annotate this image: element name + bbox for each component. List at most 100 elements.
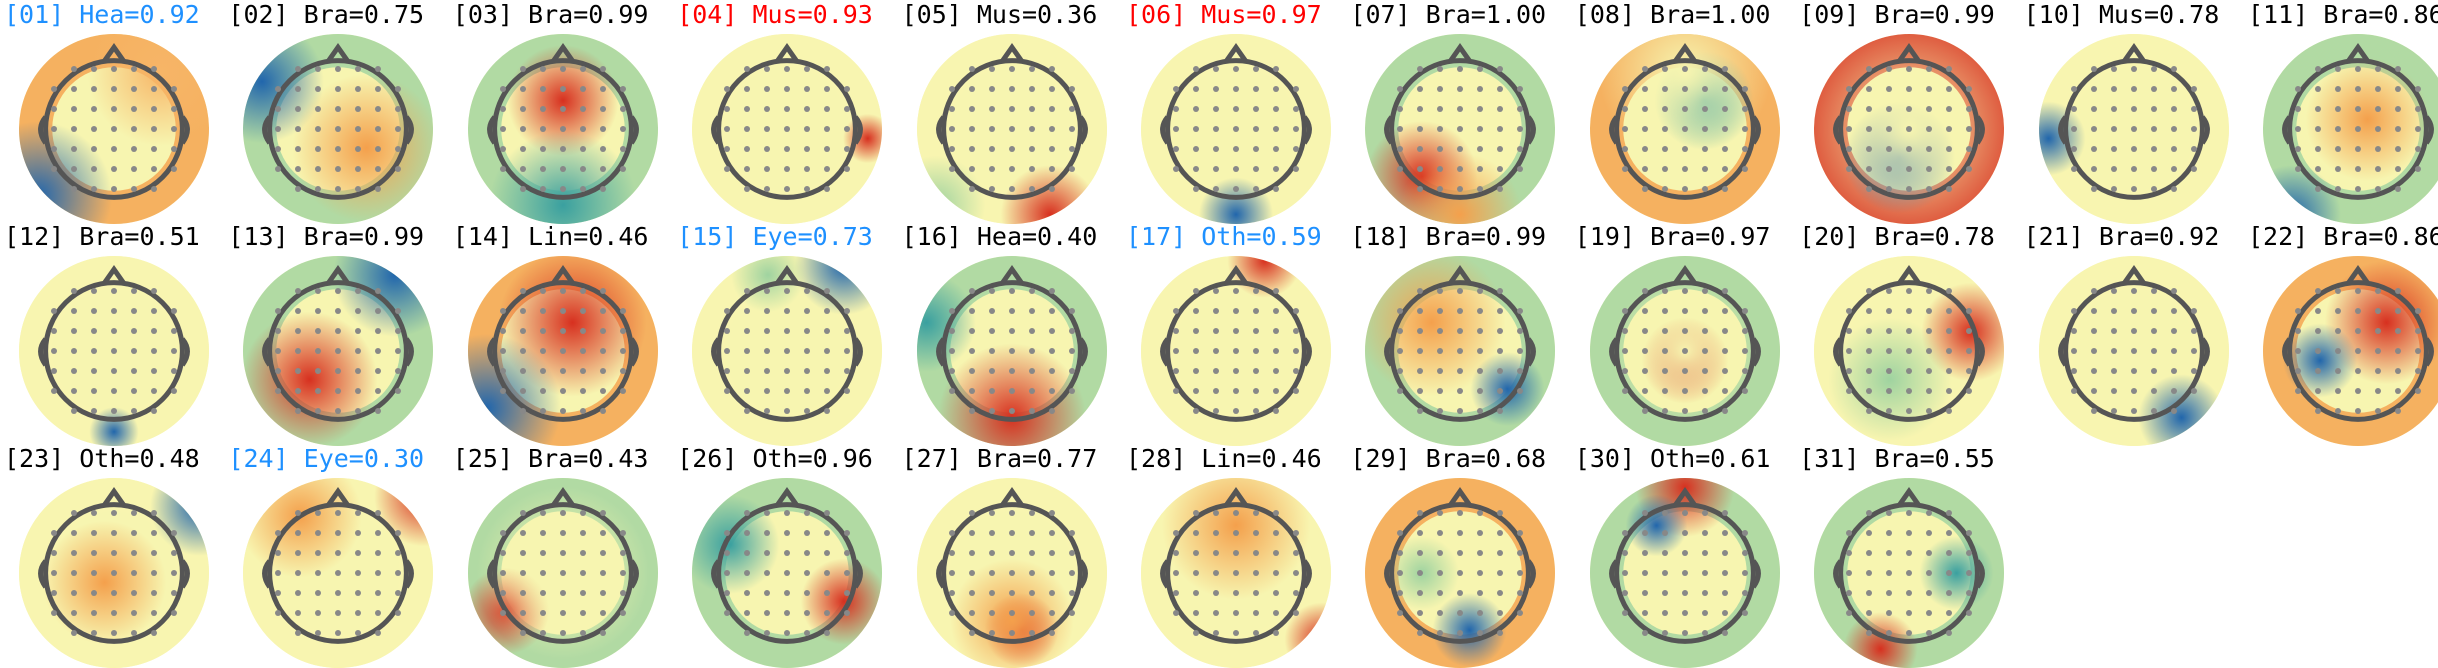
electrode (620, 106, 626, 112)
electrode (1069, 146, 1075, 152)
electrode (1477, 166, 1483, 172)
electrode (275, 388, 281, 394)
electrode (1293, 308, 1299, 314)
electrode (1457, 86, 1463, 92)
electrode (295, 550, 301, 556)
electrode (111, 86, 117, 92)
electrode (969, 288, 975, 294)
component-title: [07] Bra=1.00 (1350, 0, 1546, 29)
electrode (989, 66, 995, 72)
electrode (315, 570, 321, 576)
electrode (1049, 126, 1055, 132)
electrode (824, 510, 830, 516)
electrode (1233, 550, 1239, 556)
electrode (540, 570, 546, 576)
electrode (1029, 288, 1035, 294)
electrode (51, 388, 57, 394)
electrode (1866, 86, 1872, 92)
electrode (1722, 166, 1728, 172)
electrode (500, 106, 506, 112)
electrode (744, 308, 750, 314)
electrode (375, 86, 381, 92)
electrode (1497, 630, 1503, 636)
electrode (395, 530, 401, 536)
electrode (784, 510, 790, 516)
component-title: [29] Bra=0.68 (1350, 444, 1546, 473)
electrode (111, 408, 117, 414)
electrode (804, 288, 810, 294)
electrode (2171, 106, 2177, 112)
electrode (1846, 530, 1852, 536)
electrode (2395, 106, 2401, 112)
electrode (969, 408, 975, 414)
electrode (2151, 408, 2157, 414)
electrode (151, 408, 157, 414)
electrode (2295, 146, 2301, 152)
electrode (395, 570, 401, 576)
electrode (375, 368, 381, 374)
electrode (744, 86, 750, 92)
electrode (969, 510, 975, 516)
electrode (1069, 610, 1075, 616)
electrode (784, 308, 790, 314)
electrode (744, 630, 750, 636)
electrode (151, 288, 157, 294)
electrode (1946, 590, 1952, 596)
electrode (520, 348, 526, 354)
electrode (1293, 348, 1299, 354)
electrode (804, 408, 810, 414)
electrode (2111, 166, 2117, 172)
electrode (804, 348, 810, 354)
electrode (969, 328, 975, 334)
component-topomap: [03] Bra=0.99 (449, 0, 673, 222)
electrode (1069, 570, 1075, 576)
electrode (540, 368, 546, 374)
electrode (2315, 166, 2321, 172)
electrode (71, 570, 77, 576)
electrode (2335, 126, 2341, 132)
electrode (500, 308, 506, 314)
component-topomap: [19] Bra=0.97 (1571, 222, 1795, 444)
electrode (335, 106, 341, 112)
electrode (71, 126, 77, 132)
electrode (1193, 408, 1199, 414)
electrode (355, 126, 361, 132)
electrode (1193, 186, 1199, 192)
electrode (1682, 388, 1688, 394)
electrode (1846, 86, 1852, 92)
component-topomap: [20] Bra=0.78 (1795, 222, 2019, 444)
electrode (1029, 86, 1035, 92)
electrode (949, 126, 955, 132)
electrode (2375, 146, 2381, 152)
electrode (1866, 348, 1872, 354)
electrode (91, 368, 97, 374)
electrode (2415, 348, 2421, 354)
electrode (1437, 186, 1443, 192)
electrode (744, 146, 750, 152)
component-topomap: [23] Oth=0.48 (0, 444, 224, 666)
electrode (580, 348, 586, 354)
electrode (335, 86, 341, 92)
electrode (2151, 288, 2157, 294)
electrode (1009, 126, 1015, 132)
electrode (395, 348, 401, 354)
electrode (1213, 288, 1219, 294)
electrode (1682, 530, 1688, 536)
electrode (2355, 146, 2361, 152)
electrode (171, 308, 177, 314)
electrode (1742, 550, 1748, 556)
electrode (1253, 308, 1259, 314)
electrode (1926, 328, 1932, 334)
electrode (2151, 348, 2157, 354)
electrode (1722, 510, 1728, 516)
electrode (2395, 328, 2401, 334)
electrode (1477, 550, 1483, 556)
component-title: [19] Bra=0.97 (1575, 222, 1771, 251)
electrode (71, 86, 77, 92)
electrode (1029, 590, 1035, 596)
electrode (949, 570, 955, 576)
electrode (1886, 610, 1892, 616)
electrode (1417, 86, 1423, 92)
electrode (1213, 368, 1219, 374)
component-title: [21] Bra=0.92 (2024, 222, 2220, 251)
